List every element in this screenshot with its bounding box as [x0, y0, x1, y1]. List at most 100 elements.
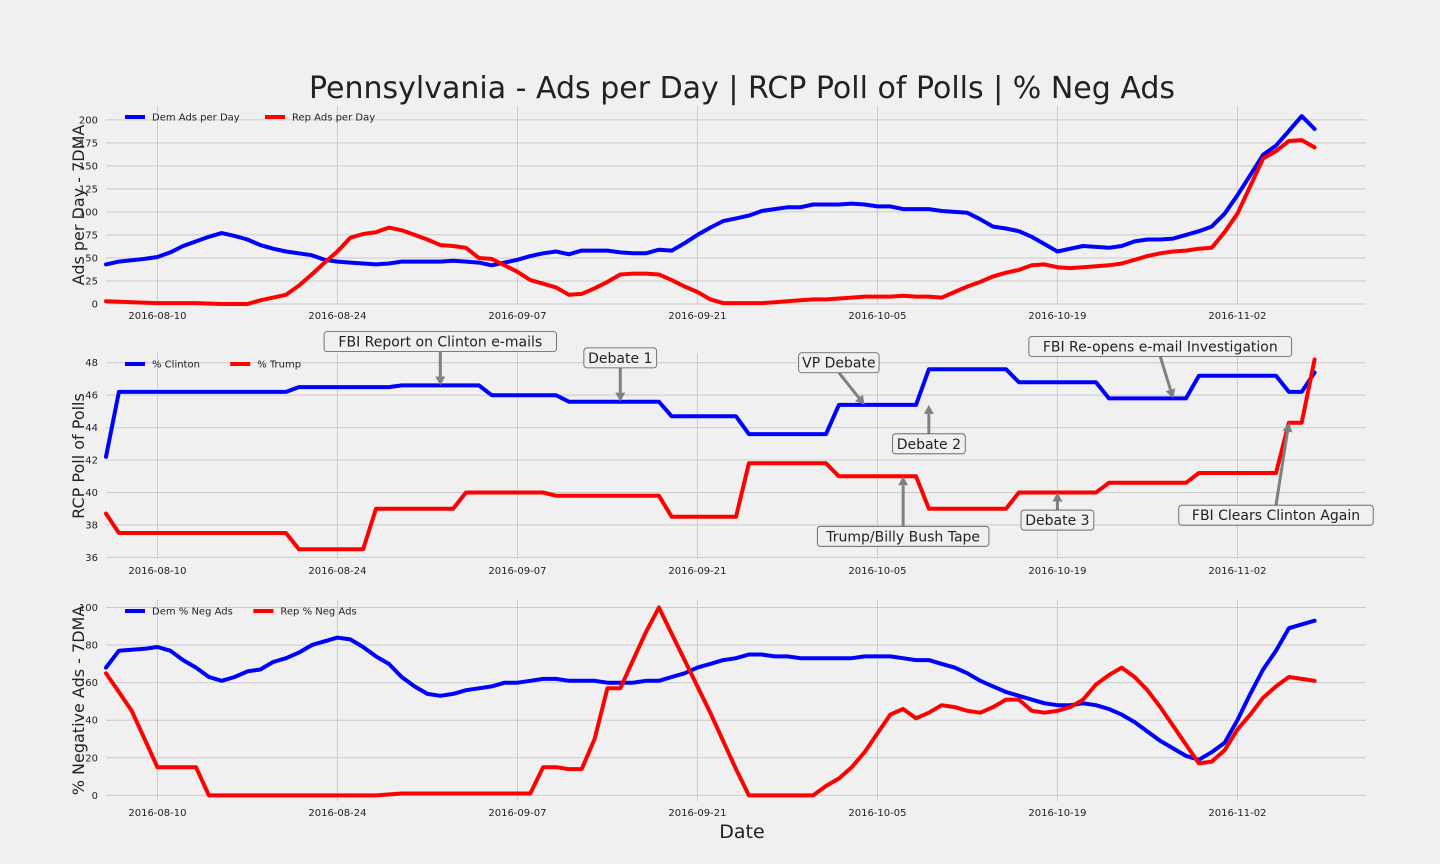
x-tick-label: 2016-09-07: [488, 311, 546, 322]
x-tick-label: 2016-08-24: [308, 311, 366, 322]
y-tick-label: 46: [85, 391, 98, 402]
y-tick-label: 0: [92, 300, 98, 311]
y-tick-label: 20: [85, 753, 98, 764]
x-tick-label: 2016-09-07: [488, 808, 546, 819]
annotation-box: [798, 352, 880, 374]
y-tick-label: 44: [85, 423, 98, 434]
x-tick-label: 2016-09-07: [488, 566, 546, 577]
y-tick-label: 175: [79, 138, 98, 149]
y-tick-label: 40: [85, 716, 98, 727]
x-tick-label: 2016-11-02: [1208, 808, 1266, 819]
panel-3: 0 20 40 60 80 100 2016-08-10 2016-08-24 2016-09-…: [69, 600, 1366, 819]
annotation-label: FBI Report on Clinton e-mails: [338, 335, 542, 351]
annotation-arrowhead: [1282, 422, 1293, 433]
legend-entry: % Trump: [257, 360, 301, 371]
x-tick-label: 2016-11-02: [1208, 566, 1266, 577]
x-tick-label: 2016-10-05: [848, 808, 906, 819]
y-axis-label: Ads per Day - 7DMA: [69, 125, 88, 286]
annotation-arrowhead: [1052, 492, 1063, 502]
series-line-rep: [104, 605, 1317, 798]
x-tick-label: 2016-09-21: [668, 566, 726, 577]
y-tick-label: 100: [79, 207, 98, 218]
annotation: Debate 3: [1020, 492, 1095, 531]
annotation-arrow: [837, 371, 861, 399]
annotation-arrowhead: [1165, 388, 1176, 399]
annotation-arrowhead: [923, 404, 934, 414]
annotation-label: Debate 1: [588, 351, 652, 367]
series-line-rep: [104, 357, 1317, 552]
panel-1: 0 25 50 75 100 125 150 175 200 2016-08-10 2016-08-…: [69, 106, 1366, 322]
x-tick-label: 2016-10-05: [848, 566, 906, 577]
annotation-arrow: [1274, 431, 1289, 506]
annotation: FBI Clears Clinton Again: [1178, 422, 1374, 526]
x-tick-label: 2016-09-21: [668, 808, 726, 819]
legend: Dem % Neg Ads Rep % Neg Ads: [125, 607, 357, 618]
annotation: FBI Re-opens e-mail Investigation: [1028, 336, 1293, 399]
series-line-dem: [104, 367, 1317, 459]
legend-entry: % Clinton: [152, 360, 200, 371]
x-tick-label: 2016-08-10: [128, 311, 186, 322]
x-tick-label: 2016-08-24: [308, 808, 366, 819]
annotation: Trump/Billy Bush Tape: [816, 476, 990, 547]
annotation: FBI Report on Clinton e-mails: [323, 331, 557, 386]
annotation-arrowhead: [435, 376, 446, 386]
annotation-box: [1178, 504, 1374, 526]
legend-entry: Rep Ads per Day: [292, 113, 375, 124]
annotation-arrow: [1158, 356, 1172, 391]
annotation-box: [323, 331, 557, 353]
x-tick-label: 2016-08-24: [308, 566, 366, 577]
annotation-label: Debate 2: [897, 437, 961, 453]
annotation: VP Debate: [798, 352, 880, 405]
x-tick-label: 2016-10-19: [1028, 566, 1086, 577]
y-tick-label: 42: [85, 456, 98, 467]
annotation-label: VP Debate: [802, 356, 875, 372]
y-tick-label: 150: [79, 161, 98, 172]
annotation-arrowhead: [855, 394, 865, 405]
y-tick-label: 36: [85, 553, 98, 564]
legend: % Clinton % Trump: [125, 360, 301, 371]
y-tick-label: 75: [85, 230, 98, 241]
y-tick-label: 0: [92, 791, 98, 802]
x-tick-label: 2016-10-19: [1028, 808, 1086, 819]
annotation-box: [1028, 336, 1293, 357]
annotation-label: FBI Re-opens e-mail Investigation: [1043, 340, 1278, 356]
x-tick-label: 2016-09-21: [668, 311, 726, 322]
y-axis-label: RCP Poll of Polls: [69, 393, 88, 519]
x-tick-label: 2016-10-05: [848, 311, 906, 322]
x-tick-label: 2016-08-10: [128, 808, 186, 819]
legend-entry: Rep % Neg Ads: [280, 607, 356, 618]
annotation-label: FBI Clears Clinton Again: [1192, 508, 1360, 524]
y-tick-label: 125: [79, 184, 98, 195]
annotation-label: Debate 3: [1025, 513, 1089, 529]
legend-entry: Dem % Neg Ads: [152, 607, 233, 618]
annotation-box: [892, 433, 966, 455]
x-tick-label: 2016-10-19: [1028, 311, 1086, 322]
annotation: Debate 1: [583, 347, 658, 402]
series-line-dem: [104, 114, 1317, 268]
y-tick-label: 40: [85, 488, 98, 499]
annotation-box: [583, 347, 658, 369]
annotation-arrowhead: [615, 392, 626, 402]
legend: Dem Ads per Day Rep Ads per Day: [125, 113, 375, 124]
y-tick-label: 48: [85, 358, 98, 369]
y-tick-label: 25: [85, 276, 98, 287]
y-axis-label: % Negative Ads - 7DMA: [69, 606, 88, 796]
y-tick-label: 100: [79, 603, 98, 614]
annotation-box: [816, 525, 990, 547]
y-tick-label: 60: [85, 678, 98, 689]
annotation-arrowhead: [898, 476, 909, 486]
annotation: Debate 2: [892, 404, 966, 455]
x-axis-label: Date: [719, 821, 764, 843]
y-tick-label: 80: [85, 641, 98, 652]
series-line-dem: [104, 618, 1317, 762]
y-tick-label: 200: [79, 115, 98, 126]
y-tick-label: 38: [85, 520, 98, 531]
y-tick-label: 50: [85, 253, 98, 264]
x-tick-label: 2016-08-10: [128, 566, 186, 577]
series-line-rep: [104, 138, 1317, 306]
x-tick-label: 2016-11-02: [1208, 311, 1266, 322]
legend-entry: Dem Ads per Day: [152, 113, 240, 124]
panel-2: 36 38 40 42 44 46 48 2016-08-10 2016-08-24 2016-0…: [69, 331, 1374, 577]
